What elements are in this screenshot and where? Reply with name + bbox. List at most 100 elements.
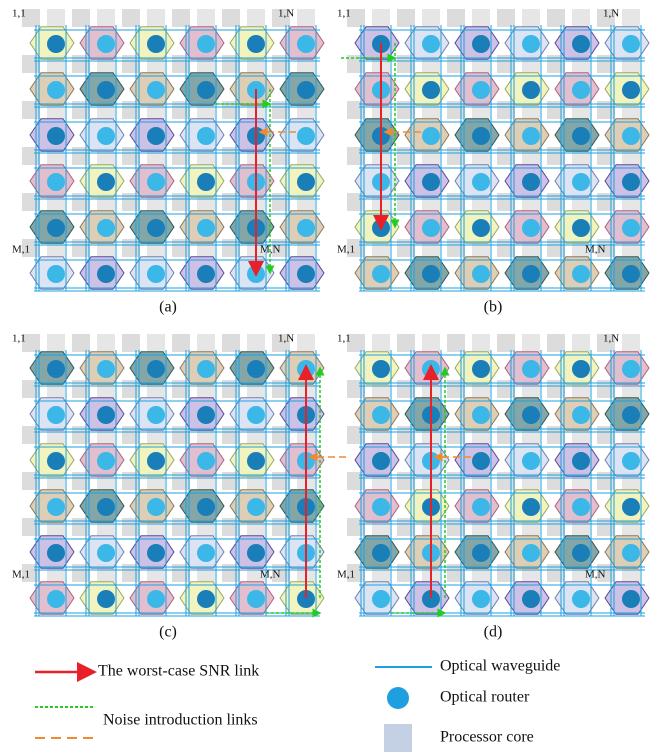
optical-router — [147, 452, 165, 470]
optical-router — [97, 219, 115, 237]
optical-router — [47, 35, 65, 53]
optical-router — [297, 219, 315, 237]
optical-router — [147, 81, 165, 99]
optical-router — [97, 498, 115, 516]
page: 1,11,NM,1M,N(a)1,11,NM,1M,N(b)1,11,NM,1M… — [0, 0, 662, 754]
legend-router — [387, 687, 409, 709]
optical-router — [622, 360, 640, 378]
optical-router — [197, 265, 215, 283]
processor-core — [247, 334, 265, 352]
processor-core — [422, 334, 440, 352]
optical-router — [297, 265, 315, 283]
optical-router — [247, 406, 265, 424]
processor-core — [447, 334, 465, 352]
optical-router — [522, 544, 540, 562]
processor-core — [397, 334, 415, 352]
processor-core — [497, 334, 515, 352]
panel: 1,11,NM,1M,N(d) — [337, 333, 649, 641]
optical-router — [622, 35, 640, 53]
corner-label: M,N — [260, 244, 281, 256]
optical-router — [197, 127, 215, 145]
corner-label: 1,N — [603, 8, 619, 20]
optical-router — [47, 452, 65, 470]
optical-router — [622, 127, 640, 145]
optical-router — [372, 544, 390, 562]
optical-router — [247, 452, 265, 470]
optical-router — [197, 173, 215, 191]
processor-core — [72, 9, 90, 27]
processor-core — [197, 334, 215, 352]
optical-router — [522, 173, 540, 191]
optical-router — [372, 590, 390, 608]
optical-router — [472, 219, 490, 237]
processor-core — [47, 334, 65, 352]
optical-router — [522, 452, 540, 470]
optical-router — [572, 452, 590, 470]
optical-router — [522, 81, 540, 99]
optical-router — [472, 127, 490, 145]
processor-core — [222, 334, 240, 352]
optical-router — [472, 544, 490, 562]
corner-label: 1,N — [603, 333, 619, 345]
optical-router — [247, 590, 265, 608]
optical-router — [97, 544, 115, 562]
processor-core — [372, 9, 390, 27]
corner-label: M,N — [260, 569, 281, 581]
optical-router — [422, 219, 440, 237]
processor-core — [422, 9, 440, 27]
optical-router — [97, 173, 115, 191]
corner-label: 1,N — [278, 333, 294, 345]
corner-label: 1,N — [278, 8, 294, 20]
optical-router — [522, 35, 540, 53]
processor-core — [372, 334, 390, 352]
optical-router — [522, 265, 540, 283]
optical-router — [147, 544, 165, 562]
optical-router — [472, 35, 490, 53]
optical-router — [247, 544, 265, 562]
processor-core — [72, 334, 90, 352]
processor-core — [447, 9, 465, 27]
optical-router — [522, 127, 540, 145]
processor-core — [397, 9, 415, 27]
optical-router — [97, 590, 115, 608]
optical-router — [197, 452, 215, 470]
optical-router — [622, 406, 640, 424]
optical-router — [622, 544, 640, 562]
optical-router — [472, 498, 490, 516]
optical-router — [97, 452, 115, 470]
optical-router — [372, 406, 390, 424]
corner-label: 1,1 — [12, 8, 26, 20]
processor-core — [97, 334, 115, 352]
optical-router — [247, 360, 265, 378]
optical-router — [622, 219, 640, 237]
processor-core — [97, 9, 115, 27]
corner-label: 1,1 — [337, 8, 351, 20]
optical-router — [197, 544, 215, 562]
panel-label: (a) — [159, 299, 177, 316]
optical-router — [197, 590, 215, 608]
optical-router — [622, 265, 640, 283]
optical-router — [97, 406, 115, 424]
optical-router — [572, 127, 590, 145]
processor-core — [47, 9, 65, 27]
optical-router — [472, 406, 490, 424]
optical-router — [572, 498, 590, 516]
processor-core — [572, 9, 590, 27]
processor-core — [122, 9, 140, 27]
processor-core — [172, 334, 190, 352]
optical-router — [372, 498, 390, 516]
optical-router — [147, 360, 165, 378]
optical-router — [522, 219, 540, 237]
optical-router — [247, 35, 265, 53]
processor-core — [197, 9, 215, 27]
optical-router — [147, 590, 165, 608]
optical-router — [372, 265, 390, 283]
optical-router — [297, 35, 315, 53]
processor-core — [172, 9, 190, 27]
processor-core — [622, 9, 640, 27]
processor-core — [572, 334, 590, 352]
panel-label: (b) — [484, 299, 503, 316]
corner-label: M,1 — [12, 569, 30, 581]
processor-core — [522, 9, 540, 27]
